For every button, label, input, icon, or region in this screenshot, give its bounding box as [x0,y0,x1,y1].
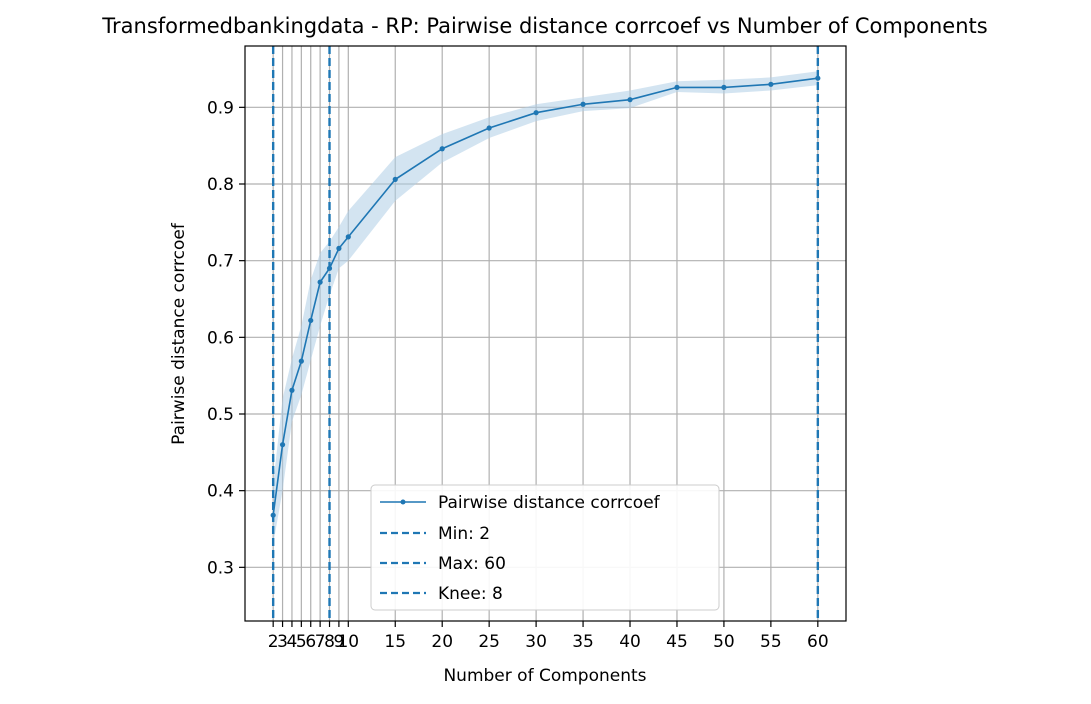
legend-box [370,484,720,611]
legend: Pairwise distance corrcoef Min: 2 Max: 6… [370,484,720,611]
series-line [272,77,818,516]
data-point [768,81,774,87]
y-tick-label: 0.6 [207,328,234,348]
x-tick-label: 20 [431,632,453,652]
data-point [392,176,398,182]
data-point [270,512,276,518]
x-tick-label: 10 [337,632,359,652]
x-tick-label: 4 [287,632,298,652]
x-tick-label: 35 [572,632,594,652]
data-point [721,84,727,90]
data-point [439,146,445,152]
x-tick-label: 50 [713,632,735,652]
x-tick-label: 40 [619,632,641,652]
x-tick-label: 5 [296,632,307,652]
data-point [815,75,821,81]
x-tick-label: 45 [666,632,688,652]
x-tick-label: 30 [525,632,547,652]
legend-knee-label: Knee: 8 [438,584,503,604]
data-point [345,234,351,240]
plot-frame [244,45,847,622]
series-layer [270,75,821,518]
y-axis-label: Pairwise distance corrcoef [169,222,189,445]
data-point [336,245,342,251]
x-tick-label: 25 [478,632,500,652]
data-point [627,97,633,103]
data-point [674,84,680,90]
y-tick-label: 0.4 [207,482,234,502]
x-tick-label: 9 [333,632,344,652]
data-point [279,442,286,448]
data-point [580,101,586,107]
x-tick-label: 15 [384,632,406,652]
data-point [486,125,492,131]
x-tick-label: 2 [268,632,279,652]
confidence-band [273,71,818,545]
x-tick-label: 3 [277,632,288,652]
x-tick-label: 60 [807,632,829,652]
data-point [308,317,314,324]
legend-series-label: Pairwise distance corrcoef [438,493,661,513]
y-tick-label: 0.5 [207,405,234,425]
x-tick-label: 55 [760,632,782,652]
data-point [298,358,304,364]
data-point [326,265,333,271]
chart-title: Transformedbankingdata - RP: Pairwise di… [101,14,987,38]
y-tick-label: 0.7 [207,252,234,272]
x-tick-label: 7 [315,632,326,652]
y-tick-label: 0.3 [207,558,234,578]
legend-max-label: Max: 60 [438,554,506,574]
x-tick-label: 6 [305,632,316,652]
band-layer [273,71,818,545]
y-tick-label: 0.8 [207,175,234,195]
x-axis-label: Number of Components [443,666,646,686]
data-point [289,387,295,393]
legend-series-marker [400,499,406,505]
y-tick-label: 0.9 [207,98,234,118]
legend-min-label: Min: 2 [438,524,490,544]
data-point [533,110,539,116]
x-tick-label: 8 [324,632,335,652]
data-point [317,279,323,285]
